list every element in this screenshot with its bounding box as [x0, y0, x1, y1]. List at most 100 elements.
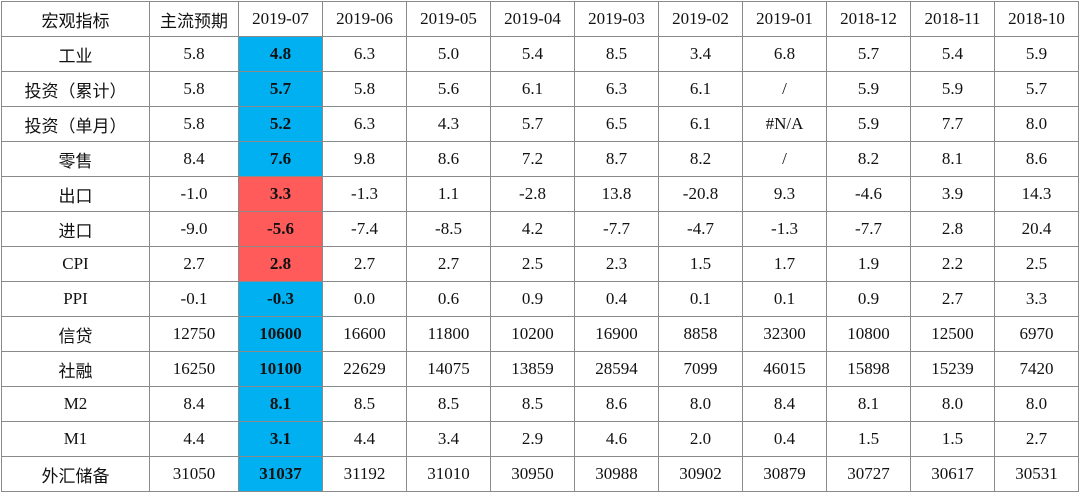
value-cell: 5.9 — [826, 106, 911, 142]
value-cell: 3.3 — [994, 281, 1079, 317]
value-cell: 4.4 — [322, 421, 407, 457]
expected-value: 5.8 — [149, 36, 239, 72]
value-cell: 8.2 — [826, 141, 911, 177]
value-cell: 5.7 — [994, 71, 1079, 107]
value-cell: 9.3 — [742, 176, 827, 212]
header-row: 宏观指标 主流预期 2019-07 2019-06 2019-05 2019-04 2019… — [1, 1, 1079, 37]
highlighted-latest-value: 5.7 — [238, 71, 323, 107]
value-cell: 6.3 — [322, 106, 407, 142]
indicator-label: PPI — [1, 281, 150, 317]
value-cell: 7.7 — [910, 106, 995, 142]
table-row: 社融 16250 10100 22629 14075 13859 28594 7099 4601… — [1, 351, 1079, 387]
value-cell: 7.2 — [490, 141, 575, 177]
highlighted-latest-value: 31037 — [238, 456, 323, 492]
indicator-label: CPI — [1, 246, 150, 282]
value-cell: 31192 — [322, 456, 407, 492]
value-cell: 2.9 — [490, 421, 575, 457]
value-cell: 6970 — [994, 316, 1079, 352]
highlighted-latest-value: -0.3 — [238, 281, 323, 317]
expected-value: -9.0 — [149, 211, 239, 247]
value-cell: 4.3 — [406, 106, 491, 142]
indicator-label: 社融 — [1, 351, 150, 387]
indicator-label: 投资（单月） — [1, 106, 150, 142]
indicator-label: M2 — [1, 386, 150, 422]
value-cell: 5.4 — [490, 36, 575, 72]
value-cell: 2.8 — [910, 211, 995, 247]
table-row: 外汇储备 31050 31037 31192 31010 30950 30988 30902 3… — [1, 456, 1079, 492]
table-row: CPI 2.7 2.8 2.7 2.7 2.5 2.3 1.5 1.7 1.9 2.2 2.5 — [1, 246, 1079, 282]
value-cell: 0.1 — [658, 281, 743, 317]
value-cell: 8.0 — [658, 386, 743, 422]
value-cell: 5.4 — [910, 36, 995, 72]
value-cell: 14075 — [406, 351, 491, 387]
value-cell: 2.7 — [910, 281, 995, 317]
table-row: 出口 -1.0 3.3 -1.3 1.1 -2.8 13.8 -20.8 9.3 -4.6 3.9 1… — [1, 176, 1079, 212]
value-cell: 0.9 — [826, 281, 911, 317]
value-cell: 2.3 — [574, 246, 659, 282]
value-cell: 6.3 — [322, 36, 407, 72]
value-cell: 6.1 — [658, 71, 743, 107]
value-cell: 0.4 — [574, 281, 659, 317]
highlighted-latest-value: 10600 — [238, 316, 323, 352]
highlighted-latest-value: 3.3 — [238, 176, 323, 212]
value-cell: 1.5 — [826, 421, 911, 457]
value-cell: 5.7 — [826, 36, 911, 72]
value-cell: 2.5 — [994, 246, 1079, 282]
highlighted-latest-value: -5.6 — [238, 211, 323, 247]
value-cell: 8.5 — [574, 36, 659, 72]
value-cell: 6.5 — [574, 106, 659, 142]
value-cell: / — [742, 141, 827, 177]
table-body: 工业 5.8 4.8 6.3 5.0 5.4 8.5 3.4 6.8 5.7 5.4 5.9 投资（累计… — [1, 36, 1079, 492]
value-cell: 8.5 — [406, 386, 491, 422]
column-header: 2018-10 — [994, 1, 1079, 37]
value-cell: 1.1 — [406, 176, 491, 212]
value-cell: 3.9 — [910, 176, 995, 212]
highlighted-latest-value: 4.8 — [238, 36, 323, 72]
value-cell: 30902 — [658, 456, 743, 492]
value-cell: 8.0 — [910, 386, 995, 422]
highlighted-latest-value: 10100 — [238, 351, 323, 387]
value-cell: 28594 — [574, 351, 659, 387]
value-cell: 2.5 — [490, 246, 575, 282]
expected-value: -1.0 — [149, 176, 239, 212]
value-cell: 5.9 — [994, 36, 1079, 72]
value-cell: 32300 — [742, 316, 827, 352]
value-cell: 8.4 — [742, 386, 827, 422]
value-cell: 0.4 — [742, 421, 827, 457]
value-cell: -7.7 — [826, 211, 911, 247]
value-cell: 5.6 — [406, 71, 491, 107]
highlighted-latest-value: 5.2 — [238, 106, 323, 142]
value-cell: -4.7 — [658, 211, 743, 247]
column-header: 主流预期 — [149, 1, 239, 37]
value-cell: 5.9 — [910, 71, 995, 107]
value-cell: 6.3 — [574, 71, 659, 107]
value-cell: 8858 — [658, 316, 743, 352]
value-cell: 1.5 — [910, 421, 995, 457]
value-cell: 6.1 — [490, 71, 575, 107]
indicator-label: 进口 — [1, 211, 150, 247]
value-cell: 2.2 — [910, 246, 995, 282]
value-cell: 2.7 — [322, 246, 407, 282]
value-cell: 15898 — [826, 351, 911, 387]
table-row: M1 4.4 3.1 4.4 3.4 2.9 4.6 2.0 0.4 1.5 1.5 2.7 — [1, 421, 1079, 457]
value-cell: 13859 — [490, 351, 575, 387]
value-cell: / — [742, 71, 827, 107]
value-cell: 7420 — [994, 351, 1079, 387]
value-cell: 30531 — [994, 456, 1079, 492]
expected-value: 12750 — [149, 316, 239, 352]
column-header: 2019-01 — [742, 1, 827, 37]
value-cell: 0.0 — [322, 281, 407, 317]
value-cell: 5.9 — [826, 71, 911, 107]
value-cell: 5.8 — [322, 71, 407, 107]
value-cell: 16600 — [322, 316, 407, 352]
expected-value: 5.8 — [149, 106, 239, 142]
value-cell: 9.8 — [322, 141, 407, 177]
value-cell: 5.7 — [490, 106, 575, 142]
value-cell: 30617 — [910, 456, 995, 492]
column-header: 宏观指标 — [1, 1, 150, 37]
value-cell: 2.7 — [406, 246, 491, 282]
column-header: 2019-02 — [658, 1, 743, 37]
expected-value: 8.4 — [149, 386, 239, 422]
value-cell: 16900 — [574, 316, 659, 352]
